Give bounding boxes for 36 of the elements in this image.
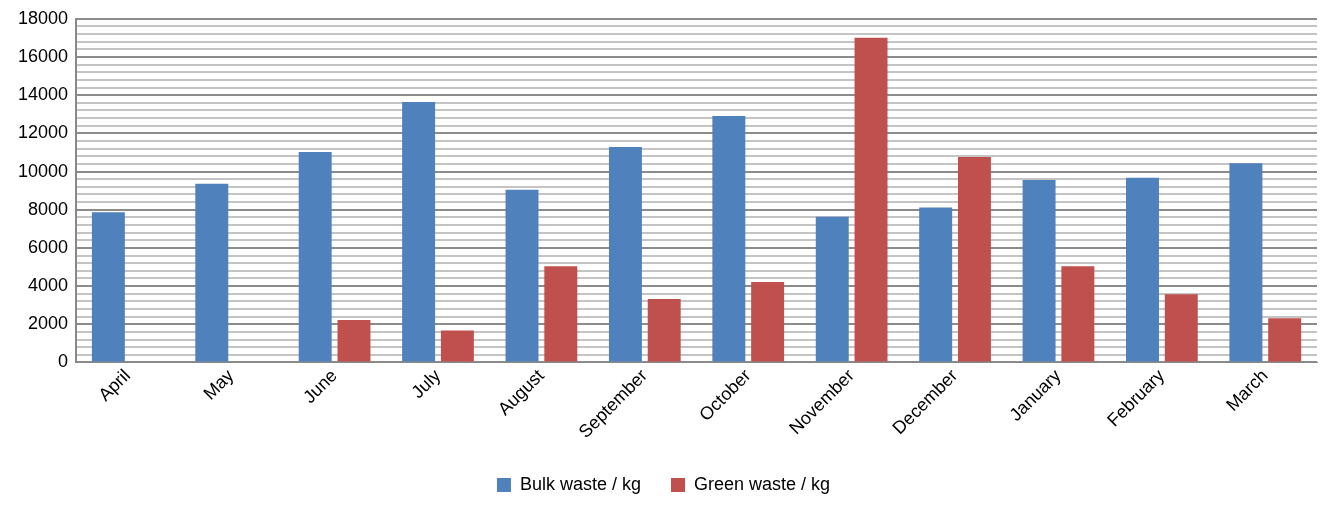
- bar: [544, 266, 578, 362]
- bar: [505, 189, 539, 362]
- y-tick-label: 10000: [17, 160, 69, 181]
- bar: [1061, 266, 1095, 362]
- bar: [712, 115, 746, 362]
- bar: [608, 146, 642, 362]
- bar: [298, 151, 332, 362]
- y-tick-label: 12000: [17, 122, 69, 143]
- y-tick-label: 2000: [28, 313, 69, 334]
- bar: [1229, 163, 1263, 362]
- y-tick-label: 18000: [17, 7, 69, 28]
- y-tick-label: 4000: [28, 275, 69, 296]
- y-tick-label: 16000: [17, 45, 69, 66]
- y-tick-label: 0: [58, 351, 69, 372]
- bar: [337, 319, 371, 362]
- bar: [1164, 294, 1198, 362]
- bar: [91, 212, 125, 362]
- x-tick-label: May: [199, 365, 238, 404]
- bar: [751, 282, 785, 362]
- y-tick-label: 6000: [28, 236, 69, 257]
- y-tick-label: 14000: [17, 84, 69, 105]
- bar: [1022, 179, 1056, 362]
- legend-label: Bulk waste / kg: [519, 473, 641, 494]
- bar: [919, 207, 953, 362]
- bar: [647, 298, 681, 362]
- bar: [1126, 177, 1159, 362]
- bar: [854, 37, 888, 362]
- bar: [440, 330, 474, 362]
- legend-label: Green waste / kg: [693, 473, 831, 494]
- y-tick-label: 8000: [28, 198, 69, 219]
- bar: [815, 216, 849, 362]
- bar: [195, 183, 229, 362]
- x-tick-label: July: [407, 365, 445, 403]
- bar: [402, 102, 436, 362]
- bar: [957, 157, 991, 362]
- bar: [1268, 318, 1302, 362]
